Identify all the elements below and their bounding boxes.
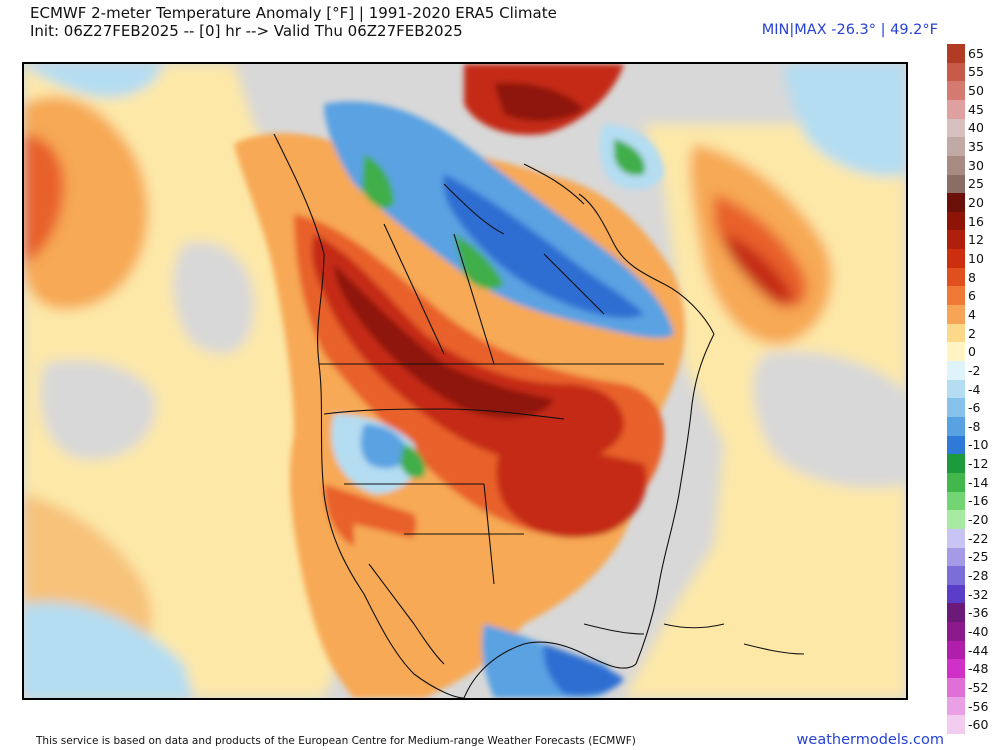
color-swatch (947, 472, 965, 493)
color-scale-bar (947, 44, 965, 735)
color-scale-label: -8 (968, 418, 981, 434)
color-scale-label: 6 (968, 288, 976, 304)
color-swatch (947, 696, 965, 716)
color-scale-label: 0 (968, 344, 976, 360)
color-scale-label: -48 (968, 661, 989, 677)
color-scale-label: -4 (968, 381, 981, 397)
color-scale-label: 4 (968, 306, 976, 322)
color-scale-label: -40 (968, 623, 989, 639)
color-swatch (947, 659, 965, 679)
color-swatch (947, 379, 965, 399)
ocean-anomaly-field (24, 64, 906, 698)
color-swatch (947, 547, 965, 567)
anomaly-map (22, 62, 908, 700)
color-swatch (947, 174, 965, 194)
color-swatch (947, 566, 965, 586)
color-scale-label: -16 (968, 493, 989, 509)
color-scale-label: -32 (968, 586, 989, 602)
color-scale-label: 2 (968, 325, 976, 341)
color-swatch (947, 342, 965, 362)
site-link[interactable]: weathermodels.com (796, 732, 944, 748)
color-scale-label: 20 (968, 195, 984, 210)
color-swatch (947, 603, 965, 623)
color-swatch (947, 323, 965, 343)
color-scale-label: -60 (968, 717, 989, 733)
color-scale-label: -14 (968, 474, 989, 490)
land-anomaly-field (234, 64, 685, 698)
color-swatch (947, 118, 965, 138)
color-scale-label: 35 (968, 139, 984, 155)
color-scale-label: -22 (968, 530, 989, 546)
color-swatch (947, 398, 965, 418)
color-scale-label: 10 (968, 250, 984, 266)
color-scale-label: 8 (968, 269, 976, 285)
color-swatch (947, 622, 965, 642)
color-swatch (947, 155, 965, 176)
color-scale-label: -44 (968, 642, 989, 658)
color-scale-label: 30 (968, 157, 984, 173)
color-swatch (947, 193, 965, 213)
color-swatch (947, 286, 965, 306)
color-swatch (947, 230, 965, 250)
color-swatch (947, 715, 965, 735)
color-scale-label: 12 (968, 232, 984, 248)
color-swatch (947, 435, 965, 455)
color-swatch (947, 361, 965, 381)
color-swatch (947, 416, 965, 437)
color-swatch (947, 44, 965, 64)
color-scale-label: -20 (968, 512, 989, 528)
color-scale-label: 16 (968, 213, 984, 229)
color-scale-label: -10 (968, 437, 989, 453)
color-scale-label: 25 (968, 176, 984, 192)
color-swatch (947, 678, 965, 698)
color-swatch (947, 510, 965, 530)
color-scale-label: 45 (968, 101, 984, 117)
color-scale-label: 50 (968, 83, 984, 99)
color-scale-label: -28 (968, 567, 989, 583)
color-swatch (947, 267, 965, 287)
color-scale-label: 40 (968, 120, 984, 136)
color-swatch (947, 305, 965, 325)
min-max-readout: MIN|MAX -26.3° | 49.2°F (761, 22, 938, 38)
color-swatch (947, 137, 965, 157)
color-scale-label: -52 (968, 679, 989, 695)
ecmwf-credit: This service is based on data and produc… (36, 735, 636, 747)
color-swatch (947, 584, 965, 604)
color-scale-label: -25 (968, 549, 989, 565)
color-scale-label: -12 (968, 456, 989, 472)
chart-title: ECMWF 2-meter Temperature Anomaly [°F] |… (30, 4, 557, 22)
color-scale-label: 55 (968, 64, 984, 80)
color-swatch (947, 99, 965, 120)
color-swatch (947, 640, 965, 660)
color-swatch (947, 528, 965, 548)
color-scale-label: -56 (968, 698, 989, 714)
color-scale-label: 65 (968, 45, 984, 61)
color-scale-label: -6 (968, 400, 981, 416)
color-swatch (947, 249, 965, 269)
color-swatch (947, 491, 965, 511)
color-scale-label: -36 (968, 605, 989, 621)
color-swatch (947, 454, 965, 474)
init-valid-line: Init: 06Z27FEB2025 -- [0] hr --> Valid T… (30, 22, 463, 40)
coastlines-and-borders (273, 133, 805, 698)
color-scale-labels: 65 55 50 45 40 35 30 25 20 16 12 10 8 6 4 2 0 -2 -4 -6 -8 -10… (968, 44, 1000, 734)
color-swatch (947, 211, 965, 231)
color-swatch (947, 62, 965, 82)
color-scale-label: -2 (968, 362, 981, 378)
color-swatch (947, 81, 965, 101)
